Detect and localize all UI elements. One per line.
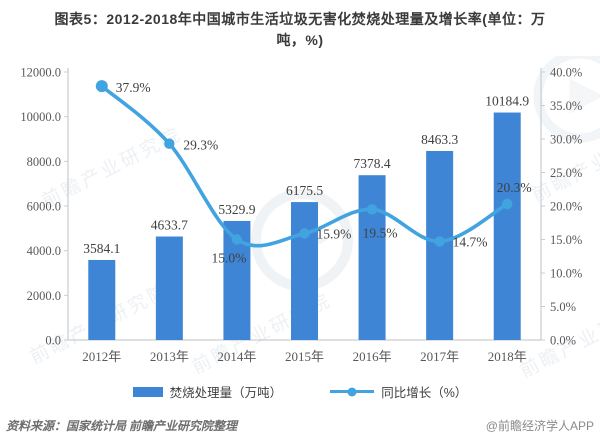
- line-marker-2015年: [299, 228, 310, 239]
- x-axis-label: 2014年: [217, 349, 256, 364]
- line-marker-2012年: [95, 80, 108, 93]
- line-value-label: 37.9%: [116, 80, 151, 95]
- line-marker-2013年: [164, 138, 175, 149]
- right-axis-tick-label: 5.0%: [550, 300, 576, 314]
- x-axis-label: 2018年: [488, 349, 527, 364]
- bar-2013年: [155, 236, 183, 340]
- legend-label-bar: 焚烧处理量（万吨）: [169, 386, 283, 400]
- line-series-swatch-icon: [330, 387, 375, 396]
- line-value-label: 20.3%: [497, 180, 532, 195]
- bar-value-label: 10184.9: [485, 94, 529, 109]
- x-axis-label: 2015年: [285, 349, 324, 364]
- left-axis-tick-label: 0.0: [45, 334, 61, 348]
- legend: 焚烧处理量（万吨） 同比增长（%）: [0, 382, 600, 401]
- line-marker-2018年: [502, 198, 513, 210]
- bar-value-label: 7378.4: [354, 156, 391, 171]
- legend-item-incineration-volume: 焚烧处理量（万吨）: [132, 382, 283, 401]
- line-value-label: 14.7%: [453, 235, 488, 250]
- chart-title: 图表5：2012-2018年中国城市生活垃圾无害化焚烧处理量及增长率(单位：万 …: [10, 9, 590, 51]
- legend-item-yoy-growth: 同比增长（%）: [330, 382, 467, 401]
- x-axis-label: 2012年: [82, 349, 121, 364]
- data-source-note: 资料来源：国家统计局 前瞻产业研究院整理: [6, 419, 238, 433]
- bar-value-label: 8463.3: [421, 132, 458, 147]
- bar-value-label: 5329.9: [218, 202, 255, 217]
- chart-canvas: 前瞻产业研究院前瞻产业研究院前瞻产业研究院前瞻产业研究院前瞻产业研究院0.020…: [20, 56, 600, 378]
- right-axis-tick-label: 15.0%: [550, 233, 582, 247]
- right-axis-tick-label: 0.0%: [550, 334, 576, 348]
- left-axis-tick-label: 8000.0: [27, 155, 61, 169]
- bar-2012年: [88, 259, 116, 340]
- right-axis-tick-label: 20.0%: [550, 200, 582, 214]
- left-axis-tick-label: 2000.0: [27, 289, 61, 303]
- left-axis-tick-label: 10000.0: [20, 110, 61, 124]
- chart-title-line1: 图表5：2012-2018年中国城市生活垃圾无害化焚烧处理量及增长率(单位：万: [54, 11, 546, 27]
- right-axis-tick-label: 40.0%: [550, 66, 582, 80]
- line-marker-2017年: [434, 236, 445, 247]
- legend-label-line: 同比增长（%）: [381, 386, 468, 400]
- left-axis-tick-label: 6000.0: [27, 200, 61, 214]
- bar-2018年: [493, 112, 521, 340]
- line-marker-2016年: [366, 204, 378, 215]
- line-value-label: 19.5%: [363, 225, 398, 240]
- left-axis-tick-label: 4000.0: [27, 244, 61, 258]
- right-axis-tick-label: 25.0%: [550, 166, 582, 180]
- x-axis-label: 2017年: [420, 349, 459, 364]
- bar-value-label: 6175.5: [286, 183, 323, 198]
- left-axis-tick-label: 12000.0: [20, 66, 61, 80]
- x-axis-label: 2016年: [353, 349, 392, 364]
- bar-series-swatch-icon: [132, 386, 163, 397]
- chart-title-line2: 吨，%): [276, 32, 324, 48]
- line-value-label: 15.0%: [211, 251, 246, 266]
- bar-value-label: 3584.1: [83, 241, 120, 256]
- x-axis-label: 2013年: [150, 349, 189, 364]
- line-value-label: 29.3%: [183, 138, 218, 153]
- line-marker-2014年: [231, 234, 243, 245]
- right-axis-tick-label: 10.0%: [550, 267, 582, 281]
- line-marker-icon: [347, 387, 357, 396]
- line-value-label: 15.9%: [317, 226, 352, 241]
- right-axis-tick-label: 35.0%: [550, 99, 582, 113]
- bar-value-label: 4633.7: [151, 218, 188, 233]
- bar-2015年: [291, 202, 318, 340]
- credit-note: @前瞻经济学人APP: [485, 419, 594, 433]
- qianzhan-logo-watermark-icon: [533, 56, 600, 143]
- bar-2016年: [358, 175, 386, 340]
- footer: 资料来源：国家统计局 前瞻产业研究院整理 @前瞻经济学人APP: [6, 417, 594, 434]
- right-axis-tick-label: 30.0%: [550, 133, 582, 147]
